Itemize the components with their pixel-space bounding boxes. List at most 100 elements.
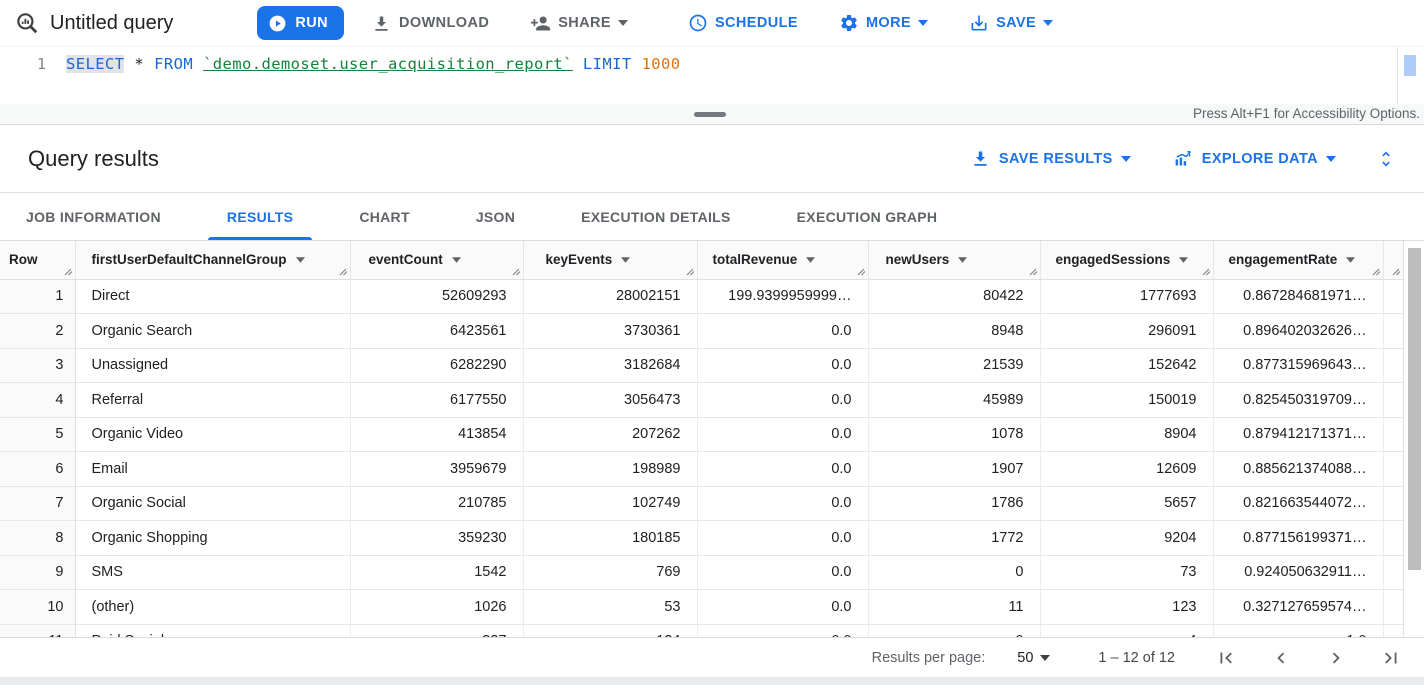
engaged-sessions-cell[interactable]: 12609: [1040, 451, 1214, 487]
column-header-firstUserDefaultChannelGroup[interactable]: firstUserDefaultChannelGroup: [75, 241, 351, 280]
tab-execution-graph[interactable]: EXECUTION GRAPH: [796, 208, 938, 225]
column-header-engagementRate[interactable]: engagementRate: [1213, 241, 1384, 280]
new-users-cell[interactable]: 11: [868, 589, 1041, 625]
event-count-cell[interactable]: 337: [350, 624, 524, 637]
engaged-sessions-cell[interactable]: 9204: [1040, 520, 1214, 556]
channel-group-cell[interactable]: Paid Social: [75, 624, 351, 637]
event-count-cell[interactable]: 210785: [350, 486, 524, 521]
key-events-cell[interactable]: 102749: [523, 486, 698, 521]
sort-dropdown-icon[interactable]: [1179, 257, 1189, 263]
event-count-cell[interactable]: 3959679: [350, 451, 524, 487]
column-resize-handle[interactable]: [339, 267, 348, 276]
last-page-button[interactable]: [1380, 647, 1402, 669]
channel-group-cell[interactable]: Unassigned: [75, 348, 351, 383]
channel-group-cell[interactable]: Email: [75, 451, 351, 487]
sort-dropdown-icon[interactable]: [295, 257, 305, 263]
sort-dropdown-icon[interactable]: [806, 257, 816, 263]
column-resize-handle[interactable]: [1029, 267, 1038, 276]
key-events-cell[interactable]: 53: [523, 589, 698, 625]
engaged-sessions-cell[interactable]: 8904: [1040, 417, 1214, 452]
column-header-keyEvents[interactable]: keyEvents: [523, 241, 698, 280]
total-revenue-cell[interactable]: 0.0: [697, 382, 869, 418]
schedule-button[interactable]: SCHEDULE: [674, 5, 812, 41]
download-button[interactable]: DOWNLOAD: [357, 5, 503, 41]
share-button[interactable]: SHARE: [516, 5, 642, 41]
tab-chart[interactable]: CHART: [359, 208, 410, 225]
save-button[interactable]: SAVE: [955, 5, 1067, 41]
engagement-rate-cell[interactable]: 0.885621374088…: [1213, 451, 1384, 487]
channel-group-cell[interactable]: Organic Search: [75, 313, 351, 349]
column-header-eventCount[interactable]: eventCount: [350, 241, 524, 280]
channel-group-cell[interactable]: Direct: [75, 279, 351, 314]
key-events-cell[interactable]: 207262: [523, 417, 698, 452]
engagement-rate-cell[interactable]: 0.877156199371…: [1213, 520, 1384, 556]
column-header-totalRevenue[interactable]: totalRevenue: [697, 241, 869, 280]
save-results-button[interactable]: SAVE RESULTS: [964, 147, 1137, 170]
horizontal-scrollbar[interactable]: [0, 677, 1424, 685]
new-users-cell[interactable]: 1772: [868, 520, 1041, 556]
engaged-sessions-cell[interactable]: 73: [1040, 555, 1214, 590]
column-header-engagedSessions[interactable]: engagedSessions: [1040, 241, 1214, 280]
event-count-cell[interactable]: 1542: [350, 555, 524, 590]
new-users-cell[interactable]: 21539: [868, 348, 1041, 383]
new-users-cell[interactable]: 1078: [868, 417, 1041, 452]
new-users-cell[interactable]: 45989: [868, 382, 1041, 418]
key-events-cell[interactable]: 3182684: [523, 348, 698, 383]
engagement-rate-cell[interactable]: 1.0: [1213, 624, 1384, 637]
total-revenue-cell[interactable]: 0.0: [697, 313, 869, 349]
previous-page-button[interactable]: [1270, 647, 1292, 669]
total-revenue-cell[interactable]: 0.0: [697, 486, 869, 521]
page-size-select[interactable]: 50: [1011, 649, 1056, 667]
total-revenue-cell[interactable]: 0.0: [697, 520, 869, 556]
engagement-rate-cell[interactable]: 0.924050632911…: [1213, 555, 1384, 590]
engagement-rate-cell[interactable]: 0.867284681971…: [1213, 279, 1384, 314]
column-resize-handle[interactable]: [64, 267, 73, 276]
tab-job-information[interactable]: JOB INFORMATION: [26, 208, 161, 225]
new-users-cell[interactable]: 0: [868, 555, 1041, 590]
total-revenue-cell[interactable]: 199.9399959999…: [697, 279, 869, 314]
total-revenue-cell[interactable]: 0.0: [697, 348, 869, 383]
sort-dropdown-icon[interactable]: [958, 257, 968, 263]
event-count-cell[interactable]: 413854: [350, 417, 524, 452]
channel-group-cell[interactable]: Organic Video: [75, 417, 351, 452]
engaged-sessions-cell[interactable]: 4: [1040, 624, 1214, 637]
column-resize-handle[interactable]: [857, 267, 866, 276]
expand-collapse-button[interactable]: [1372, 145, 1400, 173]
total-revenue-cell[interactable]: 0.0: [697, 417, 869, 452]
channel-group-cell[interactable]: Referral: [75, 382, 351, 418]
engaged-sessions-cell[interactable]: 5657: [1040, 486, 1214, 521]
event-count-cell[interactable]: 6423561: [350, 313, 524, 349]
tab-execution-details[interactable]: EXECUTION DETAILS: [581, 208, 731, 225]
first-page-button[interactable]: [1215, 647, 1237, 669]
new-users-cell[interactable]: 80422: [868, 279, 1041, 314]
event-count-cell[interactable]: 6282290: [350, 348, 524, 383]
new-users-cell[interactable]: 0: [868, 624, 1041, 637]
channel-group-cell[interactable]: SMS: [75, 555, 351, 590]
engagement-rate-cell[interactable]: 0.327127659574…: [1213, 589, 1384, 625]
channel-group-cell[interactable]: Organic Social: [75, 486, 351, 521]
engagement-rate-cell[interactable]: 0.821663544072…: [1213, 486, 1384, 521]
engagement-rate-cell[interactable]: 0.877315969643…: [1213, 348, 1384, 383]
column-resize-handle[interactable]: [686, 267, 695, 276]
total-revenue-cell[interactable]: 0.0: [697, 624, 869, 637]
key-events-cell[interactable]: 769: [523, 555, 698, 590]
more-button[interactable]: MORE: [825, 5, 942, 41]
total-revenue-cell[interactable]: 0.0: [697, 555, 869, 590]
engaged-sessions-cell[interactable]: 152642: [1040, 348, 1214, 383]
sort-dropdown-icon[interactable]: [451, 257, 461, 263]
key-events-cell[interactable]: 28002151: [523, 279, 698, 314]
vertical-scrollbar-thumb[interactable]: [1408, 248, 1421, 570]
column-header-newUsers[interactable]: newUsers: [868, 241, 1041, 280]
sort-dropdown-icon[interactable]: [621, 257, 631, 263]
engaged-sessions-cell[interactable]: 150019: [1040, 382, 1214, 418]
sql-code-line[interactable]: SELECT * FROM `demo.demoset.user_acquisitio…: [66, 55, 691, 73]
new-users-cell[interactable]: 1907: [868, 451, 1041, 487]
new-users-cell[interactable]: 8948: [868, 313, 1041, 349]
editor-scrollbar-thumb[interactable]: [1404, 55, 1416, 76]
channel-group-cell[interactable]: (other): [75, 589, 351, 625]
event-count-cell[interactable]: 1026: [350, 589, 524, 625]
key-events-cell[interactable]: 3730361: [523, 313, 698, 349]
event-count-cell[interactable]: 359230: [350, 520, 524, 556]
sql-editor[interactable]: 1 SELECT * FROM `demo.demoset.user_acquisit…: [0, 47, 1424, 104]
key-events-cell[interactable]: 198989: [523, 451, 698, 487]
